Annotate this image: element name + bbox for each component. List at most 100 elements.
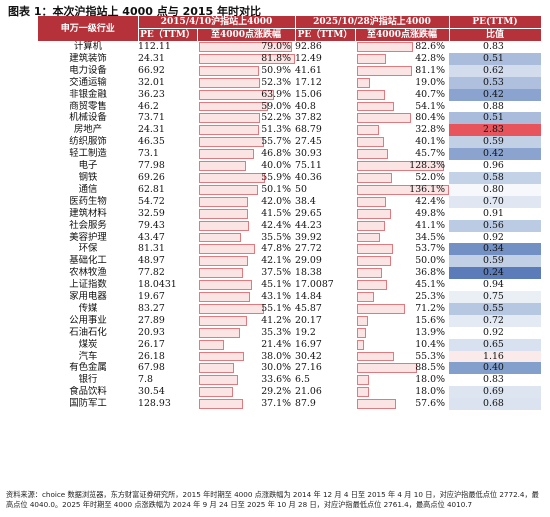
- rise-2015-bar: [198, 161, 246, 171]
- rise-2025-cell: 128.3%: [354, 160, 449, 172]
- rise-2025-value: 53.7%: [415, 243, 445, 255]
- rise-2015-value: 41.2%: [261, 314, 291, 326]
- pe-ratio-cell: 0.70: [449, 195, 541, 208]
- pe-ratio-cell: 0.62: [449, 64, 541, 77]
- rise-2015-value: 41.5%: [261, 207, 291, 219]
- rise-2025-value: 81.1%: [415, 64, 445, 76]
- table-row: 商贸零售 46.2 59.0% 40.8 54.1% 0.88: [38, 100, 541, 113]
- rise-2015-value: 33.6%: [261, 374, 291, 386]
- industry-name: 汽车: [78, 350, 98, 362]
- rise-2015-bar: [198, 268, 243, 279]
- rise-2015-bar: [198, 351, 244, 362]
- table-row: 交通运输 32.01 52.3% 17.12 19.0% 0.53: [38, 76, 541, 89]
- industry-name: 农林牧渔: [69, 267, 107, 279]
- rise-2015-cell: 29.2%: [196, 386, 295, 399]
- table-row: 建筑材料 32.59 41.5% 29.65 49.8% 0.91: [38, 207, 541, 220]
- pe-ratio-cell: 0.68: [449, 398, 541, 411]
- rise-2015-value: 63.9%: [261, 88, 291, 100]
- table-row: 美容护理 43.47 35.5% 39.92 34.5% 0.92: [38, 231, 541, 244]
- pe-2015: 46.35: [138, 136, 165, 148]
- pe-2015: 112.11: [138, 41, 171, 52]
- pe-ratio-cell: 0.92: [449, 326, 541, 339]
- pe-2025: 41.61: [295, 64, 322, 76]
- rise-2025-bar: [356, 220, 385, 231]
- rise-2025-bar: [356, 161, 444, 171]
- industry-name: 银行: [78, 374, 98, 386]
- rise-2015-cell: 41.5%: [196, 207, 295, 220]
- rise-2025-bar: [356, 363, 417, 374]
- table-row: 非银金融 36.23 63.9% 15.06 40.7% 0.42: [38, 88, 541, 101]
- rise-2015-value: 42.0%: [261, 195, 291, 207]
- rise-2025-cell: 71.2%: [354, 302, 449, 315]
- table-row: 基础化工 48.97 42.1% 29.09 50.0% 0.59: [38, 255, 541, 268]
- rise-2015-value: 46.8%: [261, 148, 291, 160]
- rise-2015-value: 42.1%: [261, 255, 291, 267]
- rise-2025-value: 42.8%: [415, 52, 445, 64]
- rise-2025-cell: 55.3%: [354, 350, 449, 363]
- rise-2025-cell: 42.8%: [354, 52, 449, 65]
- rise-2025-bar: [356, 125, 379, 136]
- pe-2015: 26.18: [138, 350, 165, 362]
- rise-2025-cell: 40.1%: [354, 136, 449, 149]
- rise-2025-bar: [356, 375, 369, 386]
- pe-2015: 128.93: [138, 398, 171, 410]
- rise-2025-cell: 34.5%: [354, 231, 449, 244]
- pe-2015: 79.43: [138, 219, 165, 231]
- rise-2015-bar: [198, 292, 250, 302]
- pe-2025: 18.38: [295, 267, 322, 279]
- rise-2015-cell: 63.9%: [196, 88, 295, 101]
- rise-2015-bar: [198, 77, 260, 88]
- pe-2025: 75.11: [295, 160, 322, 172]
- rise-2025-bar: [356, 232, 380, 243]
- rise-2015-value: 79.0%: [261, 41, 291, 52]
- rise-2025-bar: [356, 351, 394, 362]
- rise-2025-value: 32.8%: [415, 124, 445, 136]
- rise-2025-cell: 49.8%: [354, 207, 449, 220]
- pe-ratio-cell: 0.80: [449, 183, 541, 196]
- rise-2025-cell: 18.0%: [354, 386, 449, 399]
- rise-2015-header: 至4000点涨跌幅: [197, 28, 296, 41]
- group-2025-header: 2025/10/28沪指站上4000: [295, 16, 450, 29]
- rise-2015-value: 50.1%: [261, 183, 291, 195]
- pe-2025: 6.5: [295, 374, 310, 386]
- rise-2025-bar: [356, 149, 388, 160]
- rise-2015-bar: [198, 280, 252, 291]
- rise-2015-bar: [198, 244, 255, 255]
- pe-2025: 87.9: [295, 398, 316, 410]
- pe-ratio-cell: 0.69: [449, 386, 541, 399]
- rise-2015-cell: 33.6%: [196, 374, 295, 387]
- rise-2025-bar: [356, 208, 391, 219]
- rise-2015-cell: 30.0%: [196, 362, 295, 375]
- rise-2015-value: 29.2%: [261, 386, 291, 398]
- source-note: 资料来源：choice 数据浏览器，东方财富证券研究所，2015 年时期至 40…: [6, 490, 539, 509]
- rise-2025-bar: [356, 280, 387, 291]
- pe-2025-header: PE（TTM）: [295, 28, 356, 41]
- rise-2025-value: 15.6%: [415, 314, 445, 326]
- rise-2015-cell: 45.1%: [196, 279, 295, 292]
- pe-2015: 24.31: [138, 52, 165, 64]
- rise-2015-cell: 41.2%: [196, 314, 295, 327]
- rise-2015-bar: [198, 125, 259, 136]
- pe-ratio-cell: 0.83: [449, 41, 541, 53]
- rise-2025-value: 50.0%: [415, 255, 445, 267]
- rise-2015-value: 37.1%: [261, 398, 291, 410]
- rise-2025-bar: [356, 53, 386, 64]
- pe-ratio-cell: 1.16: [449, 350, 541, 363]
- rise-2025-cell: 19.0%: [354, 76, 449, 89]
- rise-2025-cell: 136.1%: [354, 183, 449, 196]
- rise-2025-value: 18.0%: [415, 374, 445, 386]
- rise-2025-cell: 10.4%: [354, 338, 449, 351]
- rise-2025-bar: [356, 42, 413, 52]
- industry-name: 轻工制造: [69, 148, 107, 160]
- pe-ratio-cell: 0.56: [449, 219, 541, 232]
- rise-2015-value: 59.0%: [261, 100, 291, 112]
- rise-2025-value: 40.7%: [415, 88, 445, 100]
- industry-name: 交通运输: [69, 76, 107, 88]
- rise-2025-value: 25.3%: [415, 291, 445, 303]
- industry-name: 公用事业: [69, 314, 107, 326]
- table-row: 传媒 83.27 55.1% 45.87 71.2% 0.55: [38, 302, 541, 315]
- pe-ratio-cell: 0.92: [449, 231, 541, 244]
- rise-2015-cell: 21.4%: [196, 338, 295, 351]
- rise-2015-value: 52.2%: [261, 112, 291, 124]
- pe-2025: 17.12: [295, 76, 322, 88]
